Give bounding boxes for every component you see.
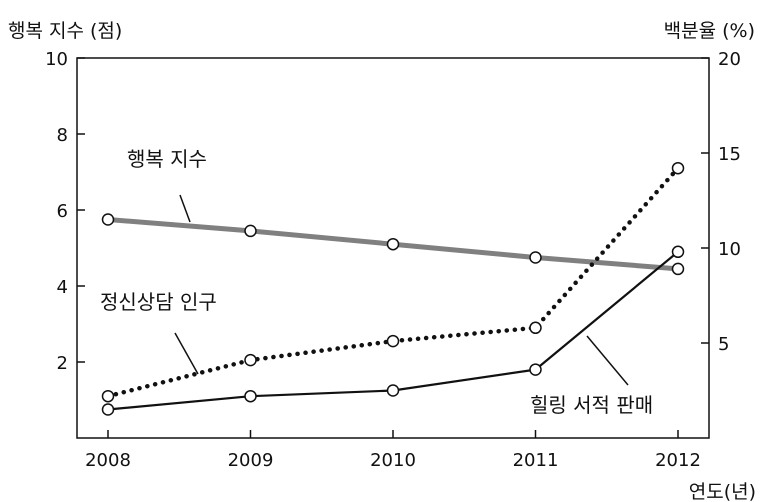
- points-layer: [101, 161, 685, 416]
- data-point-counseling-population: [529, 321, 542, 335]
- y-right-tick-label: 20: [718, 49, 741, 70]
- y-left-tick-label: 2: [57, 353, 68, 374]
- data-point-happiness-index: [244, 224, 257, 238]
- series-label-counseling: 정신상담 인구: [100, 290, 217, 314]
- axis-ticks: 2 4 6 8 10 5 10 15 20 2008 2009 2010 2011 2012: [45, 49, 741, 471]
- counseling-label-leader: [174, 332, 199, 375]
- y-left-tick-label: 4: [57, 277, 68, 298]
- x-axis-title: 연도(년): [689, 481, 756, 502]
- x-tick-label: 2010: [370, 450, 416, 471]
- data-point-happiness-index: [529, 251, 542, 264]
- y-right-axis-title: 백분율 (%): [664, 20, 755, 42]
- x-tick-label: 2011: [513, 450, 559, 471]
- data-point-healing-book-sales: [101, 403, 115, 416]
- y-left-tick-label: 6: [57, 201, 68, 222]
- data-point-healing-book-sales: [244, 389, 257, 403]
- y-left-tick-label: 10: [45, 49, 68, 70]
- series-label-healing: 힐링 서적 판매: [530, 393, 653, 417]
- x-tick-label: 2009: [228, 450, 274, 471]
- series-layer: [105, 165, 681, 411]
- y-right-tick-label: 15: [718, 144, 741, 165]
- data-point-counseling-population: [671, 161, 685, 175]
- y-right-tick-label: 10: [718, 239, 741, 260]
- y-left-tick-label: 8: [57, 125, 68, 146]
- data-point-counseling-population: [244, 353, 257, 367]
- x-tick-label: 2008: [85, 450, 131, 471]
- data-point-happiness-index: [671, 262, 685, 276]
- series-label-happiness: 행복 지수: [127, 147, 207, 171]
- data-point-happiness-index: [386, 237, 400, 251]
- happiness-label-leader: [179, 194, 191, 223]
- y-right-tick-label: 5: [718, 334, 729, 355]
- data-point-healing-book-sales: [386, 384, 400, 397]
- y-left-axis-title: 행복 지수 (점): [8, 20, 122, 42]
- data-point-healing-book-sales: [529, 363, 542, 376]
- data-point-counseling-population: [386, 334, 400, 348]
- healing-label-leader: [586, 335, 629, 386]
- x-tick-label: 2012: [655, 450, 701, 471]
- series-line-counseling-population: [105, 165, 681, 399]
- data-point-healing-book-sales: [671, 245, 685, 259]
- data-point-counseling-population: [101, 389, 115, 403]
- data-point-happiness-index: [101, 213, 115, 226]
